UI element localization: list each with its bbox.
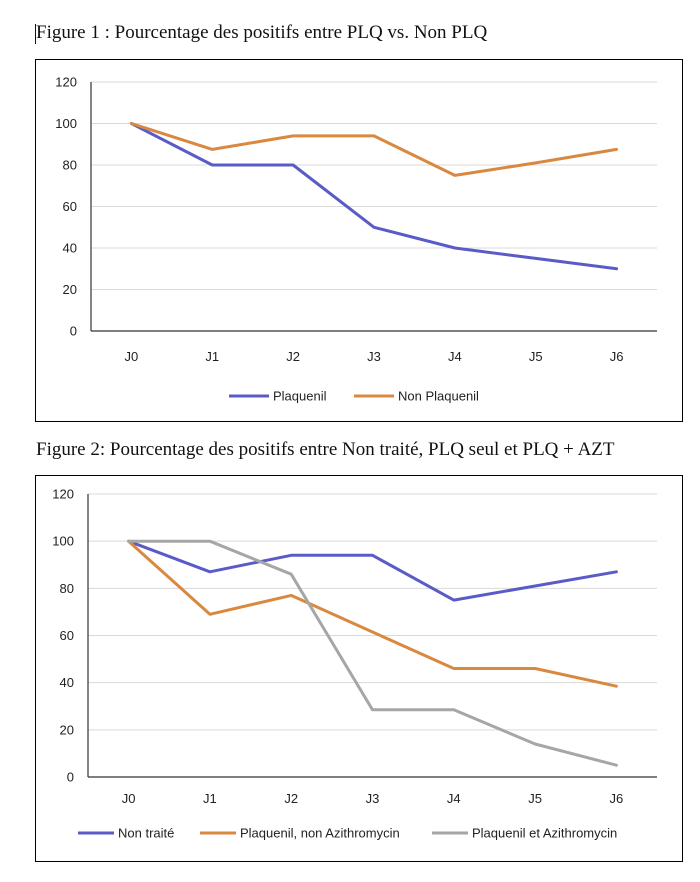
figure1-caption: Figure 1 : Pourcentage des positifs entr… (36, 22, 488, 43)
chart2-x-tick-label: J1 (203, 791, 217, 806)
chart2-legend-label: Plaquenil et Azithromycin (472, 826, 617, 841)
chart1-y-tick-label: 100 (55, 116, 77, 131)
chart1-y-tick-label: 20 (63, 282, 77, 297)
chart1-y-tick-label: 120 (55, 75, 77, 90)
chart2-x-tick-label: J0 (122, 791, 136, 806)
chart1-series-line-0 (129, 122, 619, 271)
chart2-y-tick-label: 40 (60, 675, 74, 690)
chart1-x-tick-label: J2 (286, 349, 300, 364)
chart2-frame: 0 20 40 60 80 100 120 J0 J1 J2 J3 J4 J5 J6 Non traité P… (35, 475, 683, 862)
chart2-x-tick-label: J4 (447, 791, 461, 806)
chart1-series-line-1 (129, 122, 619, 177)
chart2-series-line-1 (127, 539, 618, 688)
chart2-y-tick-label: 0 (67, 770, 74, 785)
chart1-x-tick-label: J4 (448, 349, 462, 364)
chart2-legend-label: Non traité (118, 826, 174, 841)
chart2-y-tick-label: 20 (60, 722, 74, 737)
chart1-y-tick-label: 0 (70, 324, 77, 339)
chart1-x-tick-label: J6 (610, 349, 624, 364)
chart1-y-tick-label: 80 (63, 158, 77, 173)
chart2-x-tick-label: J2 (284, 791, 298, 806)
chart2-legend-label: Plaquenil, non Azithromycin (240, 826, 400, 841)
chart2-series-line-2 (127, 539, 618, 767)
chart2-y-tick-label: 60 (60, 628, 74, 643)
chart1-x-tick-label: J3 (367, 349, 381, 364)
chart1-frame: 0 20 40 60 80 100 120 J0 J1 J2 J3 J4 J5 J6 Plaquenil No… (35, 59, 683, 422)
chart1-x-tick-label: J1 (205, 349, 219, 364)
chart2-y-tick-label: 120 (52, 487, 74, 502)
chart2-y-tick-label: 100 (52, 534, 74, 549)
text-cursor (35, 24, 36, 44)
chart1-x-tick-label: J5 (529, 349, 543, 364)
chart1-y-tick-label: 60 (63, 199, 77, 214)
chart2-x-tick-label: J6 (609, 791, 623, 806)
chart1-svg: 0 20 40 60 80 100 120 J0 J1 J2 J3 J4 J5 J6 Plaquenil No… (55, 75, 657, 404)
chart1-x-tick-label: J0 (125, 349, 139, 364)
chart1-y-tick-label: 40 (63, 241, 77, 256)
chart1-legend-label: Non Plaquenil (398, 389, 479, 404)
chart2-series-line-0 (127, 539, 618, 602)
chart2-x-tick-label: J5 (528, 791, 542, 806)
figure2-caption: Figure 2: Pourcentage des positifs entre… (36, 439, 615, 460)
chart2-y-tick-label: 80 (60, 581, 74, 596)
chart2-svg: 0 20 40 60 80 100 120 J0 J1 J2 J3 J4 J5 J6 Non traité P… (52, 487, 657, 841)
chart2-x-tick-label: J3 (366, 791, 380, 806)
chart1-legend-label: Plaquenil (273, 389, 327, 404)
